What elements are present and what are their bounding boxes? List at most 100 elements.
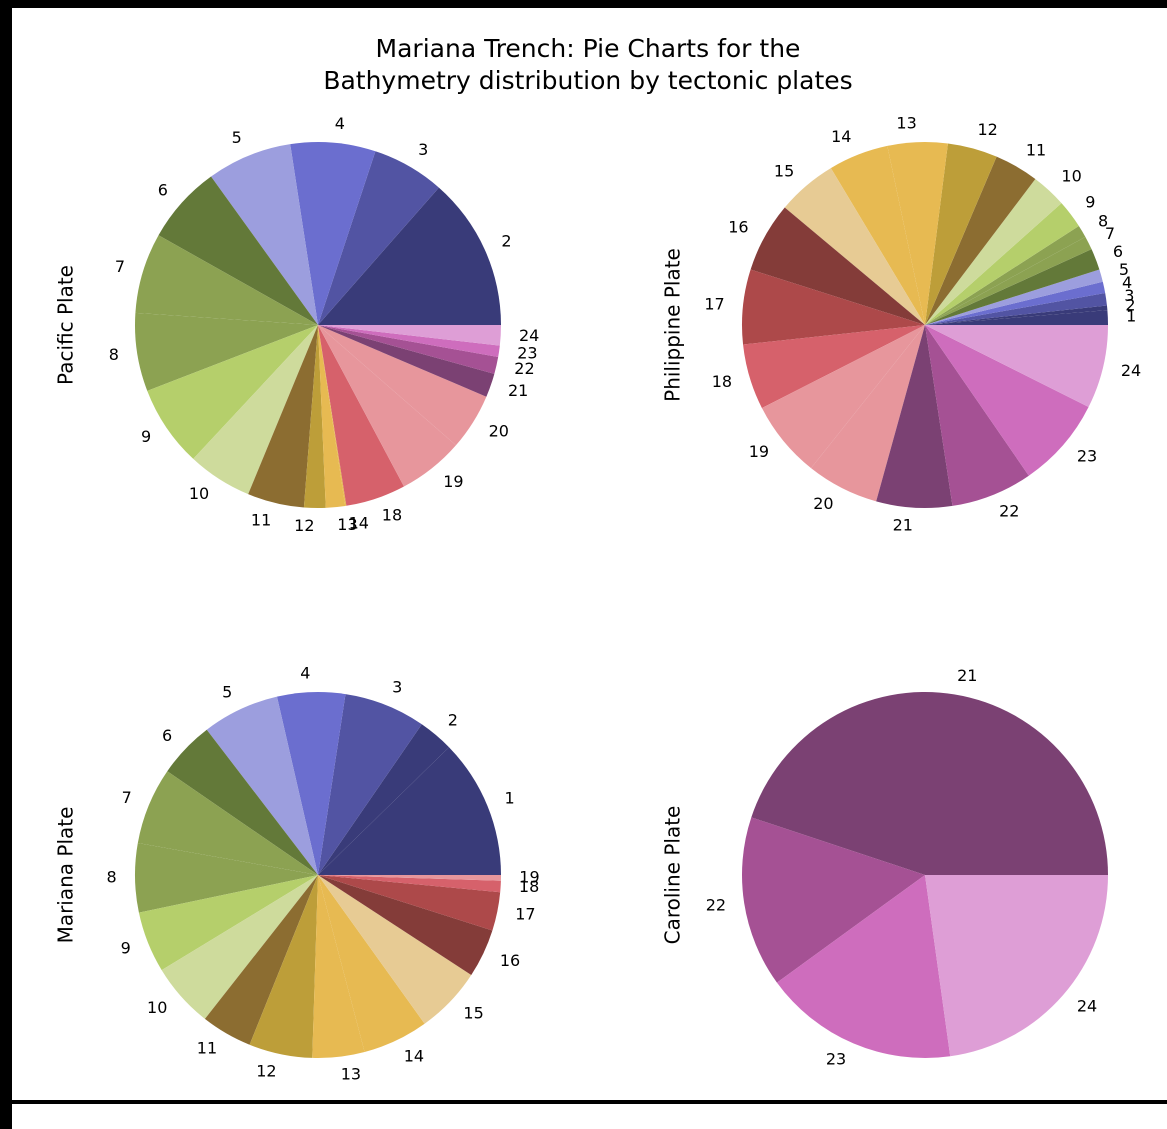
pie-slice — [249, 875, 318, 1058]
canvas-bottom — [12, 1104, 1167, 1129]
slice-label: 22 — [514, 359, 534, 378]
pie-slice — [206, 696, 318, 875]
slice-label: 10 — [189, 484, 209, 503]
slice-label: 18 — [712, 372, 732, 391]
slice-label: 23 — [826, 1050, 846, 1069]
pie-slice — [318, 724, 450, 875]
pie-slice — [137, 771, 318, 875]
slice-label: 22 — [999, 502, 1019, 521]
pie-slice — [134, 842, 318, 913]
pie-slice — [925, 292, 1107, 325]
slice-label: 22 — [706, 895, 726, 914]
pie-slice — [318, 187, 501, 325]
slice-label: 2 — [448, 711, 458, 730]
slice-label: 3 — [418, 140, 428, 159]
slice-label: 14 — [349, 513, 369, 532]
pie-slice — [135, 235, 318, 325]
slice-label: 9 — [141, 427, 151, 446]
slice-label: 21 — [957, 666, 977, 685]
pie-slice — [318, 325, 347, 506]
slice-label: 18 — [519, 877, 539, 896]
slice-label: 4 — [335, 114, 345, 133]
pie-slice — [925, 269, 1103, 325]
slice-label: 15 — [774, 161, 794, 180]
slice-label: 24 — [1077, 997, 1097, 1016]
slice-label: 16 — [500, 951, 520, 970]
y-axis-label: Mariana Plate — [54, 807, 78, 944]
y-axis-label: Caroline Plate — [661, 806, 685, 945]
pie-slice — [318, 325, 501, 346]
y-axis-label: Philippine Plate — [661, 248, 685, 402]
slice-label: 7 — [1105, 224, 1115, 243]
slice-label: 5 — [232, 128, 242, 147]
pie-slice — [161, 875, 318, 1019]
slice-label: 11 — [1026, 140, 1046, 159]
slice-label: 6 — [158, 180, 168, 199]
pie-slice — [784, 168, 925, 325]
slice-label: 5 — [222, 682, 232, 701]
slice-label: 20 — [813, 494, 833, 513]
slice-label: 14 — [404, 1047, 424, 1066]
pie-slice — [776, 875, 951, 1058]
pie-slice — [742, 817, 925, 983]
pie-slice — [135, 312, 318, 391]
slice-label: 6 — [162, 726, 172, 745]
pie-slice — [751, 692, 1108, 875]
slice-label: 4 — [300, 663, 310, 682]
slice-label: 12 — [256, 1061, 276, 1080]
pie-slice — [318, 325, 495, 397]
pie-slice — [204, 875, 318, 1045]
slice-label: 9 — [121, 939, 131, 958]
pie-slice — [925, 179, 1062, 325]
slice-label: 8 — [1098, 211, 1108, 230]
pie-slice — [925, 325, 1029, 506]
pie-slice — [158, 176, 318, 325]
slice-label: 7 — [115, 257, 125, 276]
pie-slice — [318, 325, 404, 506]
pie-slice — [318, 325, 499, 374]
pie-slice — [742, 269, 925, 345]
pie-slice — [147, 325, 318, 459]
slice-label: 7 — [122, 788, 132, 807]
slice-label: 10 — [1061, 166, 1081, 185]
pie-slice — [811, 325, 925, 502]
pie-slice — [925, 225, 1086, 325]
pie-slice — [318, 875, 472, 1024]
slice-label: 3 — [1124, 286, 1134, 305]
figure-title: Mariana Trench: Pie Charts for the Bathym… — [323, 34, 852, 95]
pie-slice — [312, 875, 365, 1058]
slice-label: 1 — [504, 789, 514, 808]
slice-label: 13 — [896, 113, 916, 132]
slice-label: 13 — [341, 1065, 361, 1084]
pie-slice — [167, 729, 318, 875]
slice-label: 19 — [519, 868, 539, 887]
pie-slice — [761, 325, 925, 469]
slice-label: 18 — [382, 505, 402, 524]
slice-label: 24 — [1121, 361, 1141, 380]
slice-label: 8 — [109, 345, 119, 364]
pie-slice — [318, 747, 501, 875]
slice-label: 17 — [704, 294, 724, 313]
pie-slice — [318, 875, 425, 1052]
pie-slice — [925, 143, 997, 325]
pie-slice — [925, 203, 1079, 325]
pie-slice — [318, 325, 487, 446]
slice-label: 19 — [749, 442, 769, 461]
slice-label: 15 — [463, 1004, 483, 1023]
pie-slice — [925, 875, 1108, 1057]
slice-label: 6 — [1113, 242, 1123, 261]
slice-label: 23 — [517, 344, 537, 363]
pie-slice — [925, 310, 1108, 325]
slice-label: 12 — [978, 120, 998, 139]
slice-label: 19 — [443, 472, 463, 491]
pie-slice — [318, 325, 456, 487]
slice-label: 2 — [1125, 296, 1135, 315]
pie-slice — [318, 875, 501, 893]
slice-label: 16 — [728, 218, 748, 237]
pie-slice — [830, 145, 925, 325]
slice-label: 10 — [147, 998, 167, 1017]
pie-slice — [925, 249, 1100, 325]
pie-slice — [925, 305, 1108, 325]
pie-slice — [925, 325, 1108, 408]
